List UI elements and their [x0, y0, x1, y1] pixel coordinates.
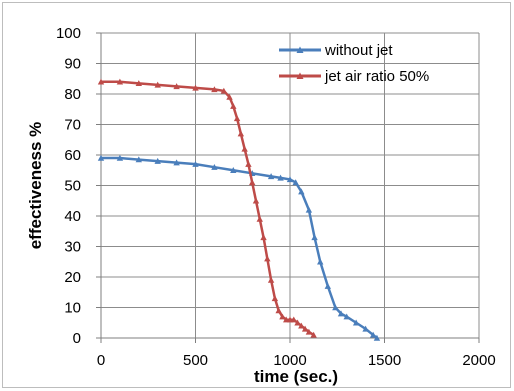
data-point-0-18 — [332, 304, 339, 311]
y-tick-label-30: 30 — [64, 239, 81, 256]
data-point-1-7 — [220, 87, 228, 94]
data-point-0-3 — [154, 157, 161, 164]
data-point-1-5 — [192, 84, 199, 91]
data-point-0-22 — [362, 325, 369, 332]
data-point-0-20 — [343, 313, 350, 320]
data-point-0-15 — [311, 234, 318, 241]
data-point-1-10 — [233, 115, 241, 122]
y-axis-title: effectiveness % — [26, 122, 45, 250]
legend-entry-jet-air-ratio: jet air ratio 50% — [279, 68, 429, 85]
data-point-1-14 — [249, 179, 256, 186]
data-point-1-17 — [260, 234, 267, 241]
y-tick-label-100: 100 — [56, 25, 81, 42]
x-axis-title: time (sec.) — [254, 367, 338, 386]
y-tick-label-70: 70 — [64, 117, 81, 134]
data-point-0-7 — [230, 167, 237, 173]
gridlines — [101, 32, 480, 338]
data-point-1-19 — [267, 276, 275, 283]
data-point-1-8 — [226, 93, 233, 100]
data-point-1-25 — [290, 316, 297, 323]
y-tick-label-50: 50 — [64, 178, 81, 195]
data-point-0-1 — [116, 154, 124, 161]
y-tick-label-90: 90 — [64, 56, 81, 73]
legend: without jet jet air ratio 50% — [279, 42, 429, 85]
data-point-0-12 — [292, 179, 299, 186]
legend-label-without-jet: without jet — [324, 42, 393, 59]
data-point-0-10 — [277, 174, 284, 181]
data-point-0-4 — [173, 159, 180, 166]
data-point-0-13 — [298, 188, 305, 195]
data-point-1-0 — [97, 78, 105, 85]
legend-label-jet-air-ratio: jet air ratio 50% — [324, 68, 429, 85]
data-point-0-14 — [305, 206, 313, 213]
data-point-0-16 — [317, 258, 324, 265]
data-point-1-21 — [275, 307, 282, 314]
series-0 — [97, 154, 381, 341]
x-tick-label-2000: 2000 — [462, 352, 495, 369]
legend-marker-jet-air-ratio — [296, 72, 304, 79]
data-point-1-27 — [298, 322, 305, 329]
y-tick-label-60: 60 — [64, 147, 81, 164]
data-point-0-17 — [324, 282, 331, 289]
y-tick-label-40: 40 — [64, 208, 81, 225]
series-line-1 — [101, 80, 315, 337]
data-point-1-13 — [245, 160, 252, 167]
x-tick-label-0: 0 — [97, 352, 105, 369]
data-point-1-6 — [211, 86, 218, 93]
x-tick-label-500: 500 — [183, 352, 208, 369]
data-point-1-20 — [271, 295, 279, 302]
data-point-1-26 — [294, 319, 301, 326]
data-point-1-4 — [173, 83, 180, 90]
data-point-0-6 — [211, 164, 218, 170]
y-tick-label-20: 20 — [64, 269, 81, 286]
chart-frame: 0 10 20 30 40 50 60 70 80 90 100 0 500 1000 1500 2000 t… — [2, 2, 511, 388]
x-tick-label-1500: 1500 — [368, 352, 401, 369]
data-point-0-2 — [135, 156, 142, 163]
series-lines — [97, 78, 381, 341]
y-tick-label-80: 80 — [64, 86, 81, 103]
data-point-1-18 — [264, 255, 271, 262]
data-point-1-29 — [305, 328, 313, 335]
data-point-1-15 — [252, 197, 260, 204]
data-point-1-2 — [135, 80, 142, 87]
data-point-0-23 — [369, 331, 377, 338]
legend-entry-without-jet: without jet — [279, 42, 393, 59]
data-point-0-11 — [286, 176, 294, 183]
data-point-0-24 — [373, 334, 381, 341]
data-point-0-9 — [267, 173, 275, 180]
data-point-1-16 — [256, 215, 263, 222]
y-tick-label-10: 10 — [64, 300, 81, 317]
data-point-0-21 — [352, 319, 360, 326]
data-point-0-5 — [192, 160, 199, 167]
data-point-0-0 — [97, 154, 105, 161]
data-point-1-22 — [279, 313, 286, 320]
series-1 — [97, 78, 317, 338]
data-point-1-9 — [230, 103, 237, 109]
legend-marker-without-jet — [296, 46, 304, 53]
data-point-0-19 — [337, 310, 345, 317]
x-tick-label-1000: 1000 — [273, 352, 306, 369]
data-point-1-11 — [237, 130, 245, 137]
data-point-1-3 — [154, 81, 161, 88]
y-tick-label-0: 0 — [73, 330, 81, 347]
data-point-1-30 — [310, 331, 317, 338]
data-point-1-28 — [301, 325, 309, 332]
data-point-1-1 — [116, 78, 124, 85]
data-point-1-12 — [241, 145, 248, 152]
